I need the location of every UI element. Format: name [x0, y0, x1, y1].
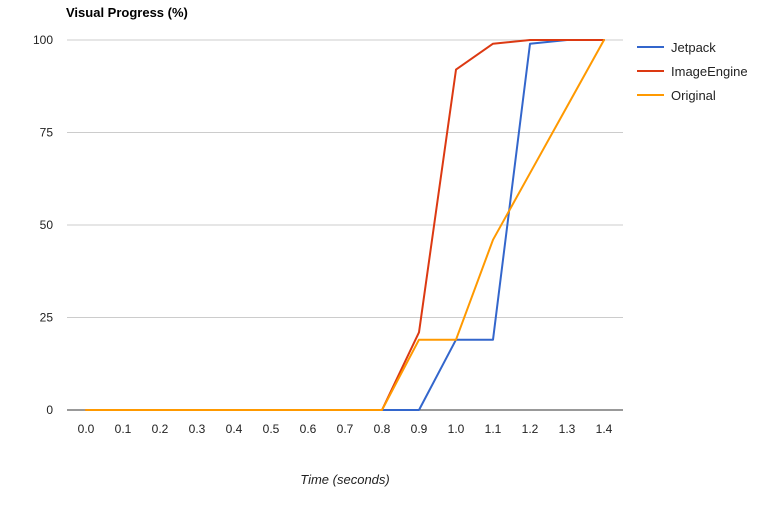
- x-axis-tick-labels: 0.0 0.1 0.2 0.3 0.4 0.5 0.6 0.7 0.8 0.9 1.0 1.1 1.2 1…: [78, 422, 613, 436]
- x-tick-label: 0.5: [263, 422, 280, 436]
- x-tick-label: 0.4: [226, 422, 243, 436]
- x-tick-label: 1.3: [559, 422, 576, 436]
- x-tick-label: 0.1: [115, 422, 132, 436]
- x-tick-label: 0.9: [411, 422, 428, 436]
- chart-title: Visual Progress (%): [66, 5, 188, 20]
- x-tick-label: 0.8: [374, 422, 391, 436]
- y-tick-label: 0: [46, 403, 53, 417]
- x-tick-label: 0.6: [300, 422, 317, 436]
- x-tick-label: 1.2: [522, 422, 539, 436]
- x-tick-label: 0.7: [337, 422, 354, 436]
- x-tick-label: 1.4: [596, 422, 613, 436]
- x-tick-label: 1.0: [448, 422, 465, 436]
- x-tick-label: 0.2: [152, 422, 169, 436]
- y-tick-label: 75: [40, 126, 54, 140]
- legend-label-jetpack: Jetpack: [671, 40, 716, 55]
- y-tick-label: 25: [40, 311, 54, 325]
- legend-label-imageengine: ImageEngine: [671, 64, 748, 79]
- x-tick-label: 0.3: [189, 422, 206, 436]
- legend: Jetpack ImageEngine Original: [637, 40, 748, 103]
- legend-label-original: Original: [671, 88, 716, 103]
- x-tick-label: 0.0: [78, 422, 95, 436]
- series-line-original: [85, 39, 605, 411]
- gridlines: [67, 39, 623, 318]
- y-axis-tick-labels: 0 25 50 75 100: [33, 33, 53, 417]
- x-axis-title: Time (seconds): [300, 472, 389, 487]
- x-tick-label: 1.1: [485, 422, 502, 436]
- y-tick-label: 100: [33, 33, 53, 47]
- series-lines: [85, 39, 605, 411]
- y-tick-label: 50: [40, 218, 54, 232]
